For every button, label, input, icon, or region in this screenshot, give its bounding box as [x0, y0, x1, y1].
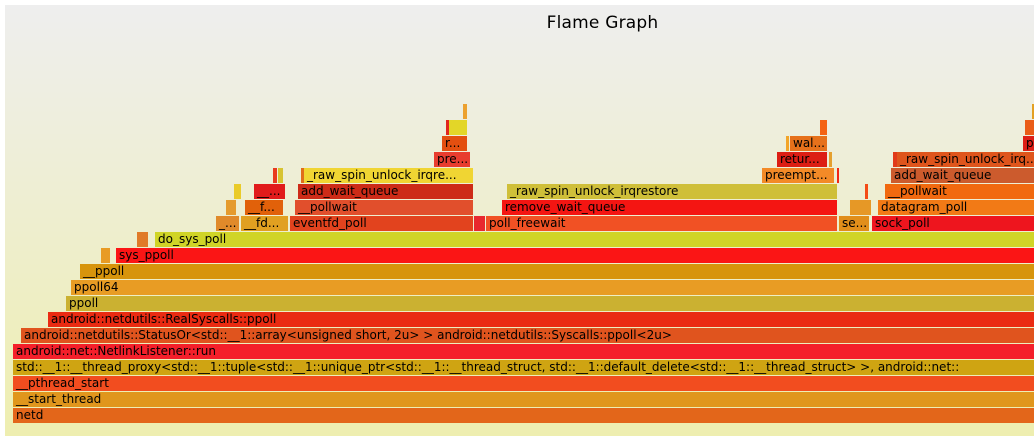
flame-frame[interactable]: __f... [245, 200, 283, 215]
flame-frame[interactable]: _raw_spin_unlock_irq... [897, 152, 1034, 167]
flame-frame[interactable]: eventfd_poll [290, 216, 473, 231]
flame-frame[interactable] [449, 120, 467, 135]
frame-label: remove_wait_queue [505, 200, 626, 214]
frame-label: _raw_spin_unlock_irqrestore [510, 184, 679, 198]
frame-label: pr [1026, 136, 1034, 150]
flame-frame[interactable]: _raw_spin_unlock_irqre... [304, 168, 473, 183]
flame-frame[interactable]: r... [442, 136, 467, 151]
frame-label: ppoll64 [74, 280, 119, 294]
flame-frame[interactable]: android::netdutils::RealSyscalls::ppoll [48, 312, 1034, 327]
flame-frame[interactable] [226, 200, 236, 215]
frame-label: add_wait_queue [301, 184, 399, 198]
flame-frame[interactable]: netd [13, 408, 1034, 423]
frame-label: __pollwait [888, 184, 947, 198]
flame-frame[interactable]: sock_poll [872, 216, 1034, 231]
frame-label: __fd... [244, 216, 280, 230]
frame-label: std::__1::__thread_proxy<std::__1::tuple… [16, 360, 960, 374]
frame-label: r... [445, 136, 461, 150]
flame-frame[interactable] [101, 248, 110, 263]
flame-graph-canvas: Flame Graph netd __start_thread __pthread_… [5, 5, 1034, 436]
flame-frame[interactable] [865, 184, 868, 199]
flame-frame[interactable]: add_wait_queue [891, 168, 1034, 183]
frame-label: se... [842, 216, 868, 230]
flame-frame[interactable]: se... [839, 216, 869, 231]
frame-label: _raw_spin_unlock_irqre... [307, 168, 457, 182]
flame-frame[interactable]: __fd... [241, 216, 288, 231]
flame-frame[interactable] [850, 200, 871, 215]
flame-frame[interactable] [893, 152, 897, 167]
flame-frame[interactable]: _... [216, 216, 239, 231]
flame-frame[interactable]: do_sys_poll [155, 232, 1034, 247]
frame-label: retur... [780, 152, 820, 166]
flame-frame[interactable] [463, 104, 467, 119]
frame-label: android::netdutils::RealSyscalls::ppoll [51, 312, 277, 326]
frame-label: android::net::NetlinkListener::run [16, 344, 216, 358]
flame-frame[interactable]: std::__1::__thread_proxy<std::__1::tuple… [13, 360, 1034, 375]
flame-frame[interactable]: __start_thread [13, 392, 1034, 407]
frame-label: add_wait_queue [894, 168, 992, 182]
chart-title: Flame Graph [546, 13, 659, 33]
flame-frame[interactable]: remove_wait_queue [502, 200, 837, 215]
flame-frame[interactable]: pre... [434, 152, 470, 167]
flame-frame[interactable] [474, 216, 485, 231]
flame-frame[interactable]: datagram_poll [878, 200, 1034, 215]
frame-label: netd [16, 408, 44, 422]
flame-frame[interactable] [301, 168, 304, 183]
flame-frame[interactable] [829, 152, 832, 167]
frame-label: _... [219, 216, 237, 230]
frame-label: __pollwait [298, 200, 357, 214]
frame-label: sock_poll [875, 216, 930, 230]
flame-frame[interactable]: android::net::NetlinkListener::run [13, 344, 1034, 359]
flame-frame[interactable]: __pthread_start [13, 376, 1034, 391]
flame-frame[interactable] [1032, 104, 1034, 119]
frame-label: wal... [793, 136, 825, 150]
flame-frame[interactable]: __pollwait [295, 200, 473, 215]
flame-graph: netd __start_thread __pthread_start std::__… [5, 5, 1034, 436]
flame-frame[interactable]: preempt... [762, 168, 834, 183]
frame-label: eventfd_poll [293, 216, 367, 230]
flame-frame[interactable] [273, 168, 277, 183]
flame-frame[interactable] [446, 120, 449, 135]
flame-frame[interactable]: ppoll64 [71, 280, 1034, 295]
frame-label: do_sys_poll [158, 232, 227, 246]
frame-label: poll_freewait [489, 216, 566, 230]
frame-label: __start_thread [16, 392, 102, 406]
flame-frame[interactable]: sys_ppoll [116, 248, 1034, 263]
frame-label: __ppoll [83, 264, 125, 278]
flame-frame[interactable] [837, 168, 839, 183]
flame-frame[interactable]: ppoll [66, 296, 1034, 311]
flame-frame[interactable]: android::netdutils::StatusOr<std::__1::a… [21, 328, 1034, 343]
flame-frame[interactable]: __ppoll [80, 264, 1034, 279]
flame-frame[interactable]: _raw_spin_unlock_irqrestore [507, 184, 837, 199]
flame-frame[interactable] [786, 136, 789, 151]
flame-frame[interactable]: poll_freewait [486, 216, 837, 231]
frame-label: pre... [437, 152, 469, 166]
flame-frame[interactable] [137, 232, 148, 247]
frame-label: __pthread_start [16, 376, 109, 390]
frame-label: _raw_spin_unlock_irq... [900, 152, 1034, 166]
flame-frame[interactable]: __... [254, 184, 285, 199]
flame-frame[interactable]: wal... [790, 136, 827, 151]
frame-label: datagram_poll [881, 200, 968, 214]
frame-label: android::netdutils::StatusOr<std::__1::a… [24, 328, 672, 342]
frame-label: __f... [248, 200, 275, 214]
frame-label: preempt... [765, 168, 828, 182]
frame-label: ppoll [69, 296, 99, 310]
flame-frame[interactable]: __pollwait [885, 184, 1034, 199]
flame-frame[interactable] [1025, 120, 1034, 135]
flame-frame[interactable] [820, 120, 827, 135]
frame-label: sys_ppoll [119, 248, 174, 262]
flame-frame[interactable]: add_wait_queue [298, 184, 473, 199]
flame-frame[interactable]: retur... [777, 152, 827, 167]
frame-label: __... [257, 184, 281, 198]
flame-frame[interactable] [234, 184, 241, 199]
flame-frame[interactable] [278, 168, 283, 183]
flame-frame[interactable]: pr [1023, 136, 1034, 151]
